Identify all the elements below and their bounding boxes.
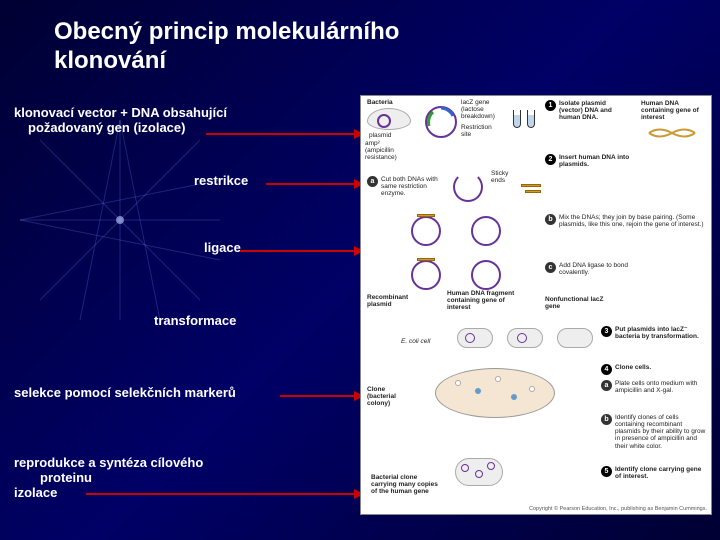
step1-line1: klonovací vector + DNA obsahující [14, 105, 227, 120]
lig-plasmid-1 [411, 260, 441, 290]
step-num-4b: b [601, 414, 612, 425]
lig-plasmid-2 [471, 260, 501, 290]
mix-plasmid-1 [411, 216, 441, 246]
step-num-5: 5 [601, 466, 612, 477]
mix-plasmid-2 [471, 216, 501, 246]
d-hfrag: Human DNA fragment containing gene of in… [447, 290, 525, 311]
d-s4b: Identify clones of cells containing reco… [615, 414, 709, 450]
d-lacz: lacZ gene (lactose breakdown) [461, 99, 505, 120]
plasmid-in-cell-1 [465, 333, 475, 343]
arrow-3 [240, 250, 356, 252]
step-num-a: a [367, 176, 378, 187]
d-s4a: Plate cells onto medium with ampicillin … [615, 380, 709, 394]
title-line2: klonování [54, 47, 166, 74]
frag-2 [525, 190, 541, 193]
d-s5: Identify clone carrying gene of interest… [615, 466, 709, 480]
arrow-1 [206, 133, 356, 135]
slide-title: Obecný princip molekulárního klonování [0, 0, 720, 76]
d-s2: Insert human DNA into plasmids. [559, 154, 649, 168]
tube-1 [513, 110, 521, 128]
d-s2a: Cut both DNAs with same restriction enzy… [381, 176, 441, 197]
insert-1 [417, 214, 435, 217]
d-s1: Isolate plasmid (vector) DNA and human D… [559, 100, 629, 121]
human-dna-icon [647, 124, 697, 142]
colony-5 [529, 386, 535, 392]
d-s4: Clone cells. [615, 364, 685, 371]
d-amp: amp² (ampicillin resistance) [365, 140, 409, 161]
content-area: klonovací vector + DNA obsahující požado… [0, 95, 720, 540]
step2-label: restrikce [194, 173, 248, 188]
step-num-b: b [545, 214, 556, 225]
step-num-4: 4 [601, 364, 612, 375]
plasmid-segments [425, 106, 457, 138]
step1-label: klonovací vector + DNA obsahující požado… [14, 105, 227, 135]
frag-1 [521, 184, 541, 187]
step3-label: ligace [204, 240, 241, 255]
final-p2 [475, 470, 483, 478]
tube-2 [527, 110, 535, 128]
step-num-1: 1 [545, 100, 556, 111]
cut-plasmid [453, 172, 483, 202]
step-num-3: 3 [601, 326, 612, 337]
title-line1: Obecný princip molekulárního [54, 18, 399, 45]
step6-line2: proteinu [14, 470, 92, 485]
d-rsite: Restriction site [461, 124, 501, 138]
step1-line2: požadovaný gen (izolace) [14, 120, 185, 135]
step-num-4a: a [601, 380, 612, 391]
arrow-2 [266, 183, 356, 185]
step-num-2: 2 [545, 154, 556, 165]
colony-4 [511, 394, 517, 400]
colony-2 [475, 388, 481, 394]
d-nonfunc: Nonfunctional lacZ gene [545, 296, 615, 310]
ecoli-cell-1 [457, 328, 493, 348]
step5-label: selekce pomocí selekčních markerů [14, 385, 236, 400]
final-p3 [487, 462, 495, 470]
arrow-5 [86, 493, 356, 495]
cloning-diagram: Bacteria plasmid amp² (ampicillin resist… [360, 95, 712, 515]
petri-dish [435, 368, 555, 418]
d-bacteria: Bacteria [367, 99, 393, 106]
arrow-4 [280, 395, 356, 397]
d-bacclone: Bacterial clone carrying many copies of … [371, 474, 441, 495]
plasmid-in-cell-2 [517, 333, 527, 343]
d-s2c: Add DNA ligase to bond covalently. [559, 262, 659, 276]
final-p1 [461, 464, 469, 472]
step6-line3: izolace [14, 485, 57, 500]
d-s3: Put plasmids into lacZ⁻ bacteria by tran… [615, 326, 709, 340]
d-sticky: Sticky ends [491, 170, 521, 184]
d-plasmid: plasmid [369, 132, 391, 139]
d-ecoli: E. coli cell [401, 338, 430, 345]
d-hdna: Human DNA containing gene of interest [641, 100, 709, 121]
step-num-c: c [545, 262, 556, 273]
step6-line1: reprodukce a syntéza cílového [14, 455, 203, 470]
insert-2 [417, 258, 435, 261]
d-clone: Clone (bacterial colony) [367, 386, 407, 407]
colony-3 [495, 376, 501, 382]
d-s2b: Mix the DNAs; they join by base pairing.… [559, 214, 709, 228]
ecoli-cell-3 [557, 328, 593, 348]
step4-label: transformace [154, 313, 236, 328]
copyright-text: Copyright © Pearson Education, Inc., pub… [529, 506, 707, 512]
plasmid-in-bacteria [377, 114, 391, 128]
colony-1 [455, 380, 461, 386]
d-recomb: Recombinant plasmid [367, 294, 417, 308]
